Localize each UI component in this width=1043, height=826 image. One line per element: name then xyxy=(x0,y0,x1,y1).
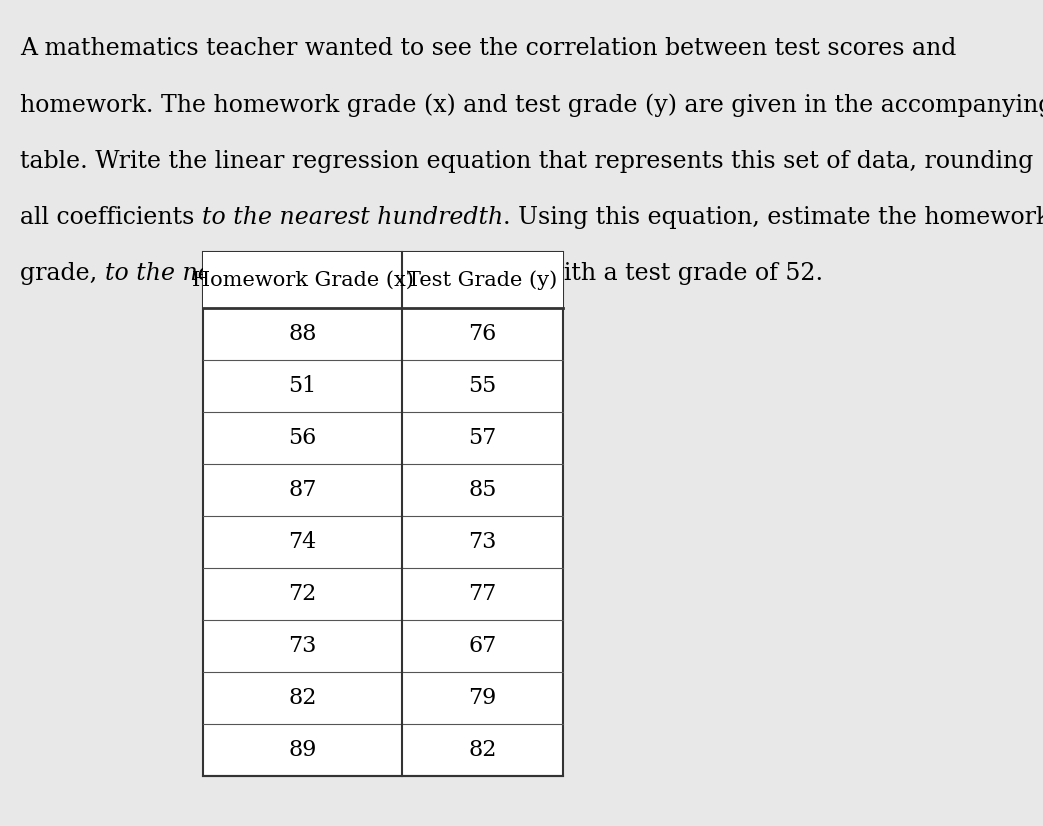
Text: Test Grade (y): Test Grade (y) xyxy=(407,270,558,290)
Bar xyxy=(203,252,563,308)
Text: 72: 72 xyxy=(288,583,317,605)
Text: 56: 56 xyxy=(288,427,317,449)
Text: 89: 89 xyxy=(288,739,317,762)
Text: , for a student with a test grade of 52.: , for a student with a test grade of 52. xyxy=(367,262,823,285)
Text: 87: 87 xyxy=(288,479,317,501)
Text: 57: 57 xyxy=(468,427,496,449)
Text: to the nearest hundredth: to the nearest hundredth xyxy=(202,206,503,229)
Text: to the nearest integer: to the nearest integer xyxy=(104,262,367,285)
Text: 55: 55 xyxy=(468,375,496,397)
Text: 82: 82 xyxy=(288,687,317,710)
Text: 74: 74 xyxy=(288,531,317,553)
Text: 76: 76 xyxy=(468,323,496,345)
Text: 79: 79 xyxy=(468,687,496,710)
Text: grade,: grade, xyxy=(20,262,104,285)
Text: 67: 67 xyxy=(468,635,496,657)
Text: 85: 85 xyxy=(468,479,496,501)
Text: 73: 73 xyxy=(288,635,317,657)
Text: table. Write the linear regression equation that represents this set of data, ro: table. Write the linear regression equat… xyxy=(20,150,1034,173)
Text: 88: 88 xyxy=(288,323,317,345)
Text: 73: 73 xyxy=(468,531,496,553)
Bar xyxy=(203,252,563,776)
Text: homework. The homework grade (x) and test grade (y) are given in the accompanyin: homework. The homework grade (x) and tes… xyxy=(20,93,1043,116)
Text: 82: 82 xyxy=(468,739,496,762)
Text: 51: 51 xyxy=(288,375,317,397)
Text: A mathematics teacher wanted to see the correlation between test scores and: A mathematics teacher wanted to see the … xyxy=(20,37,956,60)
Text: 77: 77 xyxy=(468,583,496,605)
Text: all coefficients: all coefficients xyxy=(20,206,202,229)
Text: Homework Grade (x): Homework Grade (x) xyxy=(192,270,413,290)
Text: . Using this equation, estimate the homework: . Using this equation, estimate the home… xyxy=(503,206,1043,229)
